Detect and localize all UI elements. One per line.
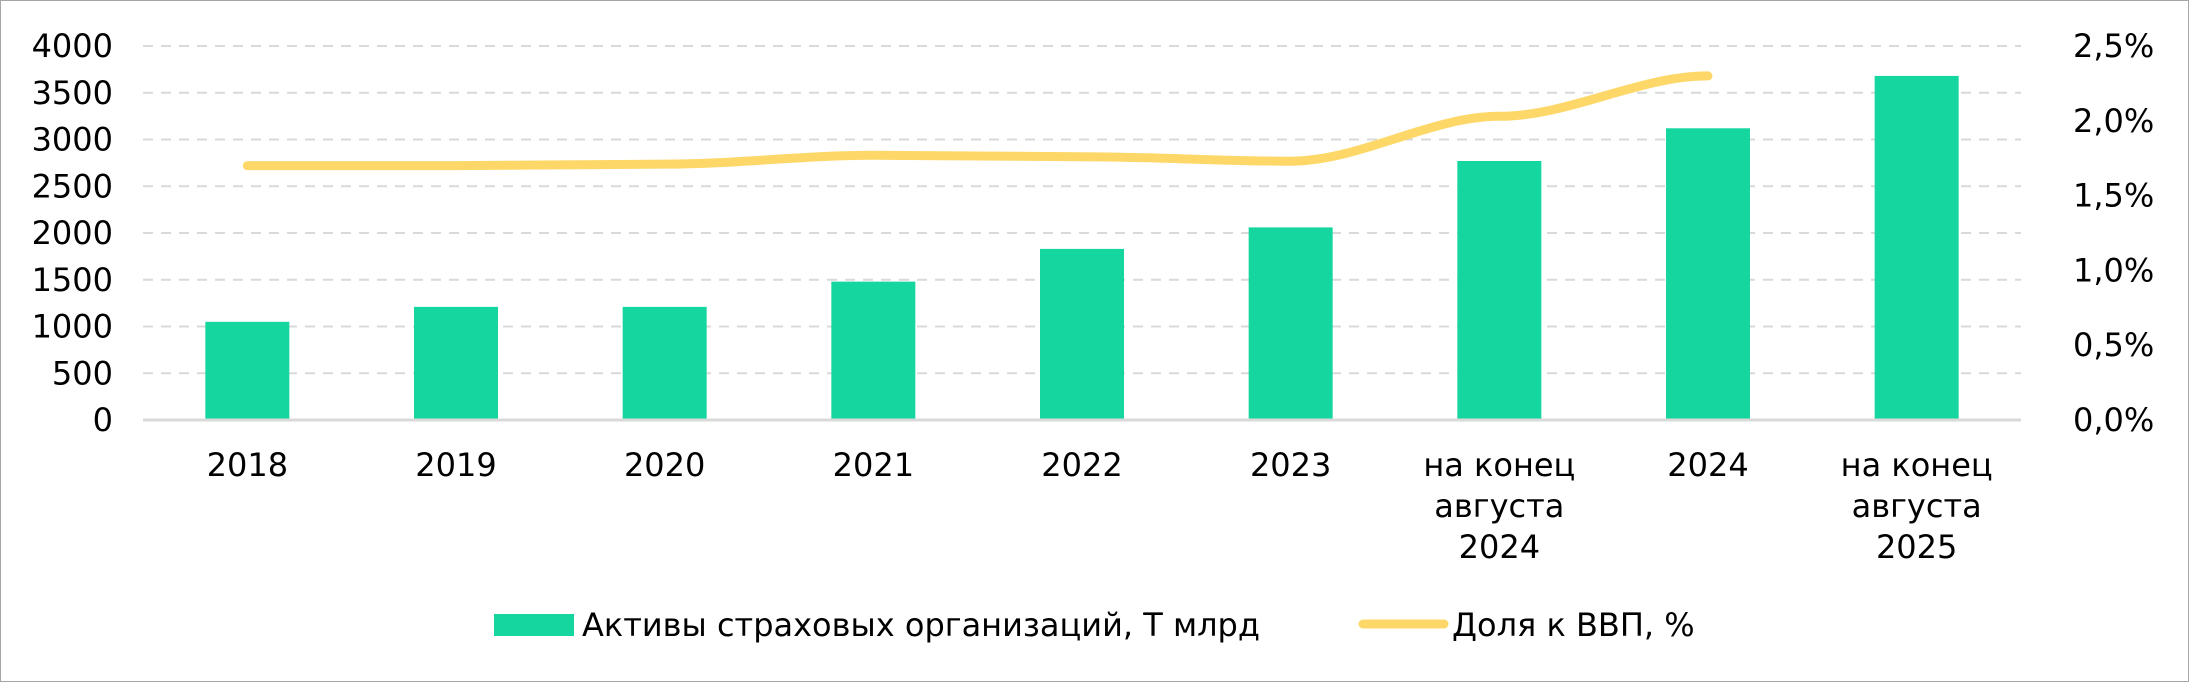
x-tick-label: 2024	[1667, 446, 1748, 484]
y-right-tick-label: 0,5%	[2073, 326, 2154, 364]
x-tick-label: 2020	[624, 446, 705, 484]
bar	[1874, 75, 1959, 421]
x-tick-label: 2023	[1250, 446, 1331, 484]
bar-series	[205, 75, 1959, 421]
y-right-tick-label: 2,0%	[2073, 102, 2154, 140]
bar	[1040, 248, 1124, 420]
y-right-tick-label: 2,5%	[2073, 27, 2154, 65]
y-left-tick-label: 1000	[32, 308, 113, 346]
y-right-tick-label: 1,0%	[2073, 251, 2154, 289]
y-left-tick-label: 0	[93, 401, 113, 439]
y-left-tick-label: 2500	[32, 167, 113, 205]
y-left-tick-label: 4000	[32, 27, 113, 65]
y-right-tick-label: 1,5%	[2073, 177, 2154, 215]
x-tick-label: 2018	[207, 446, 288, 484]
legend-bar-swatch	[494, 614, 574, 636]
axes: 0 500 1000 1500 2000 2500 3000 3500 4000 0,0% 0,5%…	[32, 27, 2155, 566]
x-tick-label: 2022	[1041, 446, 1122, 484]
y-left-tick-label: 3000	[32, 121, 113, 159]
x-tick-label: на конец августа 2024	[1423, 446, 1575, 566]
bar	[622, 306, 707, 420]
series-line	[242, 71, 1713, 171]
x-tick-label: 2019	[415, 446, 496, 484]
y-left-tick-label: 1500	[32, 261, 113, 299]
bar	[414, 306, 498, 420]
y-left-tick-label: 3500	[32, 74, 113, 112]
y-left-tick-label: 2000	[32, 214, 113, 252]
bar	[1666, 128, 1750, 420]
y-right-tick-label: 0,0%	[2073, 401, 2154, 439]
bar	[1457, 161, 1542, 420]
line-series	[242, 71, 1713, 171]
bar	[1248, 227, 1333, 420]
x-tick-label: на конец августа 2025	[1841, 446, 1993, 566]
legend-label-line: Доля к ВВП, %	[1452, 606, 1695, 644]
x-tick-label: 2021	[833, 446, 914, 484]
legend: Активы страховых организаций, Т млрд Доля…	[494, 606, 1695, 644]
bar	[831, 281, 916, 420]
y-left-tick-label: 500	[52, 354, 113, 392]
legend-label-bar: Активы страховых организаций, Т млрд	[582, 606, 1260, 644]
bar	[205, 321, 290, 420]
